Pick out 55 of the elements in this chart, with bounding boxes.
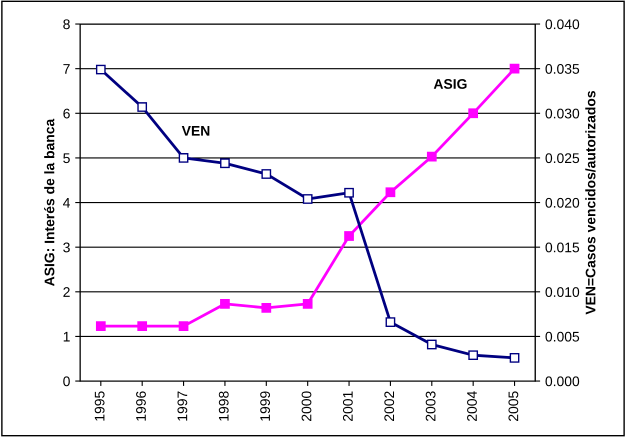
x-tick-label: 2003 [426, 391, 436, 421]
y2-tick-label: 0.015 [545, 242, 580, 252]
y-tick-label: 1 [64, 332, 70, 342]
y2-tick-label: 0.040 [545, 19, 580, 30]
point [386, 187, 396, 198]
point [510, 352, 520, 363]
point [426, 152, 437, 162]
y2-tick-label: 0.030 [545, 108, 580, 118]
point [96, 321, 106, 332]
x-tick-label: 1995 [94, 391, 105, 421]
y2-tick-label: 0.000 [545, 376, 580, 386]
point [344, 188, 354, 198]
y-tick-label: 8 [63, 19, 70, 30]
series-label: VEN [182, 126, 210, 136]
x-tick-label: 1996 [136, 391, 146, 421]
x-tick-label: 1997 [177, 391, 188, 421]
y2-tick-label: 0.020 [545, 198, 580, 208]
y-tick-label: 0 [63, 376, 70, 386]
point [302, 194, 313, 204]
x-tick-label: 2001 [342, 391, 353, 421]
point [426, 340, 437, 350]
y2-tick-label: 0.005 [545, 332, 580, 342]
y2-tick-label: 0.035 [545, 64, 580, 74]
y2-tick-label: 0.010 [545, 287, 580, 297]
point [261, 303, 272, 313]
y-tick-label: 3 [63, 242, 70, 252]
point [178, 153, 188, 163]
y-tick-label: 4 [63, 198, 70, 208]
x-tick-label: 1998 [218, 391, 229, 421]
point [96, 64, 106, 74]
point [137, 321, 148, 332]
y-tick-label: 2 [63, 287, 70, 297]
point [344, 231, 354, 241]
y2-tick-label: 0.025 [545, 153, 580, 164]
point [220, 298, 230, 309]
point [468, 108, 478, 118]
x-tick-label: 2002 [384, 391, 394, 421]
x-tick-label: 2000 [302, 391, 312, 421]
y-tick-label: 7 [63, 64, 70, 74]
y2-axis-title: VEN=Casos vencidos/autorizados [585, 91, 596, 315]
point [468, 350, 478, 360]
x-tick-label: 1999 [260, 391, 270, 421]
point [220, 158, 230, 168]
point [261, 169, 272, 179]
series-label: ASIG [434, 79, 467, 89]
y-tick-label: 5 [63, 153, 70, 164]
y-tick-label: 6 [63, 108, 70, 118]
point [302, 298, 313, 309]
x-tick-label: 2004 [467, 391, 477, 421]
point [178, 321, 188, 332]
x-tick-label: 2005 [508, 391, 518, 421]
point [510, 64, 520, 74]
point [137, 102, 148, 112]
point [386, 317, 396, 328]
y-axis-title: ASIG: Interés de la banca [44, 118, 54, 286]
